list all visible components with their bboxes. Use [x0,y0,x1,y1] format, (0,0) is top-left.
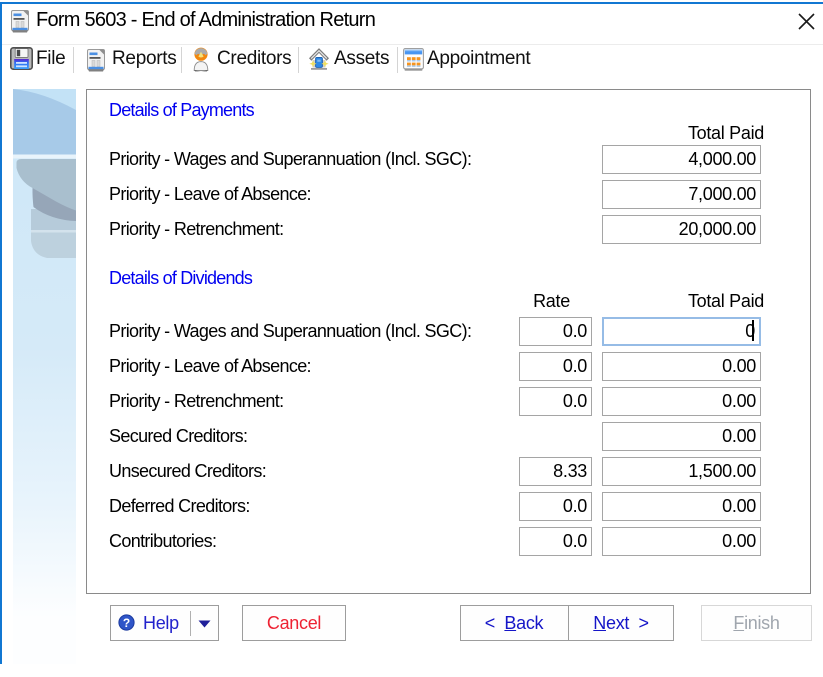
svg-text:?: ? [123,616,130,630]
